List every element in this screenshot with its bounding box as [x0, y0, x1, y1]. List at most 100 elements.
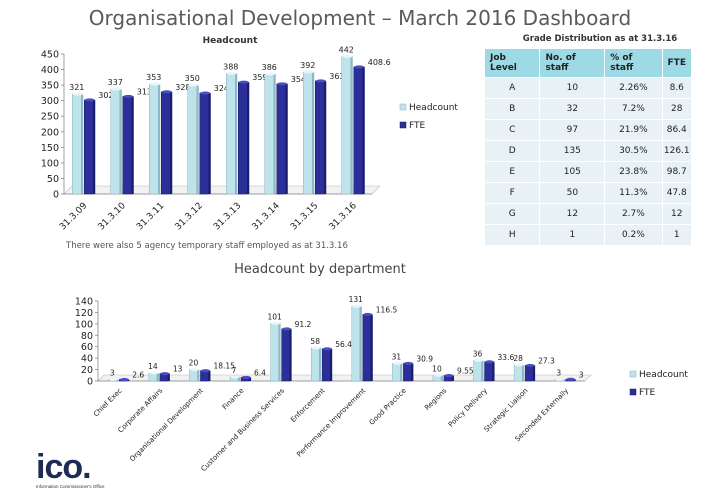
category-label: Performance Improvement — [295, 387, 367, 459]
header-no-of-staff: No. of staff — [539, 48, 606, 78]
bar-cap — [433, 373, 443, 377]
headcount-bar — [110, 88, 120, 195]
data-label: 2.6 — [132, 371, 144, 380]
data-label: 36 — [473, 349, 483, 358]
grade-cell: 10 — [539, 77, 606, 99]
grade-cell: 7.2% — [604, 98, 663, 120]
headcount-bar — [473, 360, 482, 382]
grade-cell: H — [483, 224, 541, 246]
bar-cap — [566, 377, 576, 381]
bar-side — [323, 80, 327, 194]
bar-side — [196, 369, 200, 381]
data-label: 350 — [185, 74, 200, 83]
grade-cell: 11.3% — [604, 182, 663, 204]
data-label: 392 — [300, 61, 315, 70]
ico-logo: ico. Information Commissioner's Office — [36, 450, 105, 489]
header-job-level: Job Level — [483, 48, 541, 78]
headcount-bar — [189, 369, 198, 382]
data-label: 10 — [432, 364, 442, 373]
bar-side — [358, 306, 362, 381]
grade-row: G 12 2.7% 12 — [483, 203, 693, 225]
bar-cap — [226, 71, 237, 75]
data-label: 442 — [339, 45, 354, 54]
grade-cell: 30.5% — [604, 140, 663, 162]
bar-side — [277, 323, 281, 381]
bar-cap — [72, 92, 83, 96]
y-tick-label: 80 — [81, 331, 93, 342]
data-label: 3 — [110, 368, 115, 377]
bar-cap — [271, 321, 281, 325]
category-label: Chief Exec — [92, 387, 124, 419]
headcount-chart-title: Headcount — [203, 36, 258, 46]
grade-row: H 1 0.2% 1 — [483, 224, 693, 246]
grade-row: F 50 11.3% 47.8 — [483, 182, 693, 204]
bar-side — [410, 363, 414, 381]
fte-bar — [276, 83, 286, 195]
category-label: Policy Delivery — [447, 387, 489, 429]
bar-cap — [311, 346, 321, 350]
grade-cell: 28 — [661, 98, 693, 120]
data-label: 20 — [189, 359, 199, 368]
legend-swatch — [629, 388, 637, 396]
bar-cap — [111, 87, 122, 91]
grade-row: E 105 23.8% 98.7 — [483, 161, 693, 183]
y-tick-label: 50 — [47, 174, 59, 185]
headcount-bar — [72, 93, 82, 195]
headcount-bar — [341, 56, 351, 195]
headcount-bar — [187, 84, 197, 195]
bar-side — [491, 361, 495, 381]
bar-cap — [352, 304, 362, 308]
data-label: 302.4 — [98, 91, 121, 100]
department-chart-title: Headcount by department — [234, 262, 406, 277]
category-label: Finance — [221, 387, 246, 412]
grade-cell: C — [483, 119, 541, 141]
bar-side — [169, 91, 173, 194]
fte-bar — [353, 66, 363, 195]
data-label: 18.15 — [213, 362, 235, 371]
headcount-bar — [270, 323, 279, 382]
headcount-bar — [303, 71, 313, 195]
fte-bar — [403, 363, 412, 382]
bar-cap — [322, 347, 332, 351]
data-label: 324.6 — [214, 84, 237, 93]
data-label: 408.6 — [368, 58, 391, 67]
data-label: 354 — [291, 75, 306, 84]
data-label: 9.55 — [457, 367, 474, 376]
grade-cell: B — [483, 98, 541, 120]
bar-side — [80, 94, 84, 194]
headcount-bar — [149, 83, 159, 195]
data-label: 321 — [69, 83, 84, 92]
data-label: 386 — [262, 63, 277, 72]
category-label: 31.3.13 — [212, 201, 243, 232]
grade-table-header-row: Job Level No. of staff % of staff FTE — [483, 48, 693, 78]
header-percent-of-staff: % of staff — [604, 48, 663, 78]
grade-cell: D — [483, 140, 541, 162]
bar-cap — [200, 369, 210, 373]
bar-side — [207, 93, 211, 194]
category-label: Regions — [423, 387, 448, 412]
grade-cell: 50 — [539, 182, 606, 204]
data-label: 313.8 — [137, 87, 160, 96]
y-tick-label: 0 — [87, 377, 93, 388]
bar-cap — [149, 371, 159, 375]
data-label: 388 — [223, 62, 238, 71]
bar-side — [207, 370, 211, 381]
category-label: Good Practice — [368, 387, 408, 427]
data-label: 101 — [267, 312, 282, 321]
data-label: 13 — [173, 365, 183, 374]
category-label: 31.3.11 — [135, 201, 166, 232]
y-tick-label: 100 — [75, 319, 93, 330]
grade-cell: 86.4 — [661, 119, 693, 141]
legend-swatch — [399, 121, 407, 129]
bar-side — [288, 328, 292, 381]
bar-side — [311, 72, 315, 194]
agency-staff-note: There were also 5 agency temporary staff… — [66, 241, 348, 251]
grade-cell: G — [483, 203, 541, 225]
category-label: 31.3.10 — [97, 201, 129, 233]
data-label: 56.4 — [335, 340, 352, 349]
bar-cap — [525, 363, 535, 367]
headcount-bar — [351, 305, 361, 382]
data-label: 91.2 — [295, 320, 312, 329]
grade-cell: 8.6 — [661, 77, 693, 99]
